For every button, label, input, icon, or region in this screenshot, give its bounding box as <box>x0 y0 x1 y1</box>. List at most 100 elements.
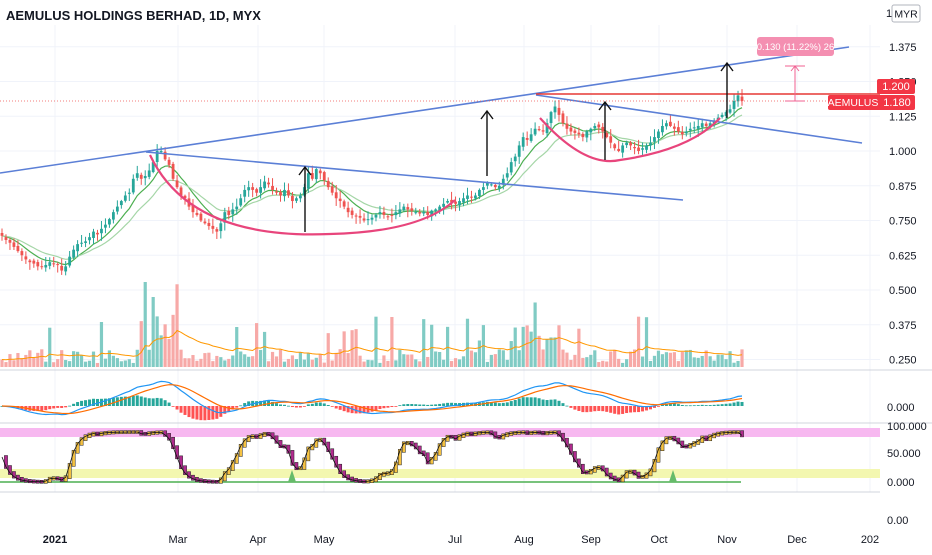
candle-body <box>100 228 103 234</box>
volume-bar <box>625 359 629 367</box>
volume-bar <box>60 350 64 367</box>
macd-histogram-bar <box>80 400 84 406</box>
volume-bar <box>720 354 724 367</box>
macd-histogram-bar <box>589 406 593 412</box>
candle-body <box>227 210 231 215</box>
macd-histogram-bar <box>465 402 469 406</box>
time-axis[interactable]: 2021 Mar Apr May Jul Aug Sep Oct Nov Dec 202 <box>43 534 879 546</box>
macd-histogram-bar <box>593 406 597 412</box>
candle-body <box>92 231 95 238</box>
candle-body <box>322 172 326 181</box>
volume-bar <box>103 358 108 367</box>
volume-bar <box>402 354 406 367</box>
macd-histogram-bar <box>151 398 155 406</box>
volume-bar <box>533 302 537 367</box>
macd-histogram-bar <box>370 406 374 412</box>
volume-bar <box>406 354 410 367</box>
candle-body <box>247 187 251 191</box>
candle-body <box>40 266 44 268</box>
volume-bar <box>195 360 199 367</box>
candle-body <box>370 217 374 220</box>
volume-bar <box>79 355 84 367</box>
price-axis[interactable]: 1.3751.2501.1251.0000.8750.7500.6250.500… <box>889 42 917 367</box>
volume-bar <box>696 357 700 367</box>
macd-histogram-bar <box>362 406 366 414</box>
macd-histogram-bar <box>107 398 111 406</box>
rsi-label-100: 100.000 <box>887 421 927 433</box>
rsi-label-50: 50.000 <box>887 448 921 460</box>
volume-bar <box>469 350 474 367</box>
candle-body <box>76 244 79 252</box>
volume-bar <box>72 351 76 367</box>
macd-histogram-bar <box>613 406 617 414</box>
macd-histogram-bar <box>44 406 48 411</box>
volume-bar <box>294 359 299 367</box>
macd-histogram-bar <box>354 406 358 414</box>
candle-body <box>80 242 83 244</box>
macd-histogram-bar <box>147 398 151 406</box>
volume-bar <box>732 362 736 367</box>
macd-histogram-bar <box>398 405 402 407</box>
candle-body <box>155 151 159 162</box>
candle-body <box>96 232 99 235</box>
macd-histogram-bar <box>609 406 613 413</box>
candle-body <box>561 113 565 124</box>
candle-body <box>84 241 87 243</box>
price-tick-label: 1.125 <box>889 111 917 123</box>
volume-bar <box>235 327 239 367</box>
macd-histogram-bar <box>64 406 68 408</box>
volume-bar <box>24 354 28 367</box>
candle-body <box>362 218 366 221</box>
macd-histogram-bar <box>426 404 430 406</box>
price-range-tool[interactable] <box>785 65 805 102</box>
volume-bar <box>577 328 581 367</box>
macd-histogram-bar <box>275 403 279 406</box>
candle-body <box>382 212 386 215</box>
candle-body <box>287 190 290 196</box>
macd-histogram-bar <box>489 401 493 406</box>
macd-histogram-bar <box>187 406 191 418</box>
macd-histogram-bar <box>318 402 322 406</box>
volume-bar <box>378 362 382 367</box>
volume-bar <box>135 349 139 367</box>
volume-bar <box>537 335 541 367</box>
macd-histogram-bar <box>119 396 123 406</box>
macd-histogram-bar <box>286 405 290 407</box>
falling-trendline-left[interactable] <box>145 151 684 201</box>
macd-histogram-bar <box>207 406 211 420</box>
macd-histogram-bar <box>179 406 183 413</box>
macd-histogram-bar <box>127 396 131 406</box>
candle-body <box>581 133 585 138</box>
macd-histogram-bar <box>533 397 537 406</box>
falling-trendline-right[interactable] <box>535 94 863 144</box>
macd-histogram-bar <box>40 406 44 411</box>
volume-bar <box>318 354 322 367</box>
volume-bar <box>107 350 112 367</box>
macd-histogram-bar <box>139 396 143 406</box>
volume-bar <box>426 356 430 367</box>
macd-histogram-bar <box>60 406 64 408</box>
macd-histogram-bar <box>537 398 541 406</box>
cup-curve-left[interactable] <box>149 154 456 236</box>
volume-bar <box>362 361 366 367</box>
candle-body <box>481 187 485 190</box>
time-tick-label: Jul <box>448 534 462 546</box>
upper-trendline[interactable] <box>0 46 850 174</box>
price-tick-label: 0.375 <box>889 320 917 332</box>
candle-body <box>740 96 744 101</box>
macd-pane <box>0 380 744 421</box>
macd-histogram-bar <box>668 403 672 406</box>
volume-bar <box>91 351 96 367</box>
volume-bar <box>282 361 287 367</box>
cup-curve-right[interactable] <box>539 117 721 163</box>
currency-badge[interactable]: MYR <box>891 4 921 23</box>
macd-histogram-bar <box>732 402 736 406</box>
price-tick-label: 1.375 <box>889 42 917 54</box>
macd-histogram-bar <box>497 403 501 406</box>
volume-bar <box>64 360 68 367</box>
candle-body <box>251 187 255 190</box>
macd-histogram-bar <box>306 404 310 406</box>
candle-body <box>60 265 64 271</box>
candle-body <box>732 100 736 109</box>
